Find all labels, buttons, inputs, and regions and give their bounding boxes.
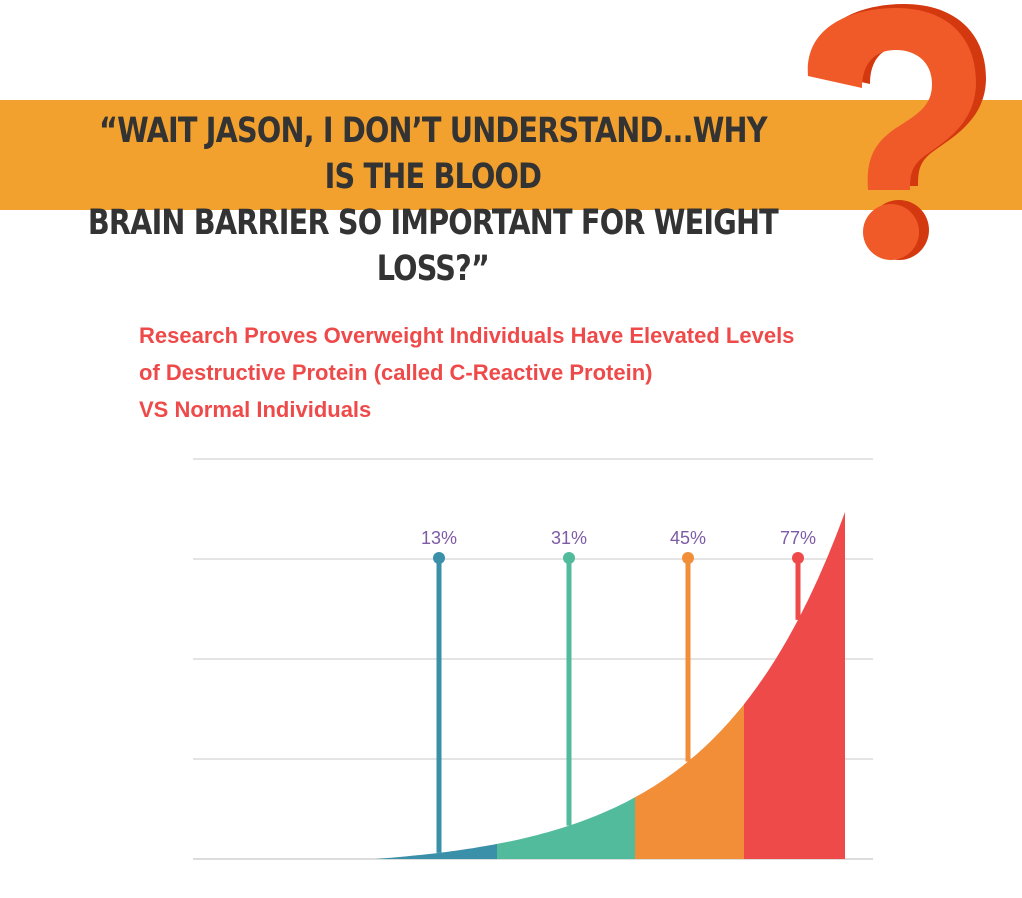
area-segments — [375, 512, 845, 859]
area-segment — [635, 704, 744, 859]
banner-line-1: “WAIT JASON, I DON’T UNDERSTAND...WHY IS… — [99, 111, 768, 197]
area-segment — [375, 843, 497, 859]
value-point — [682, 552, 694, 564]
area-segment — [744, 512, 845, 859]
value-label: 77% — [780, 528, 816, 548]
title-banner — [0, 100, 1022, 210]
chart-title-line-3: VS Normal Individuals — [139, 397, 372, 422]
chart-title: Research Proves Overweight Individuals H… — [139, 317, 939, 428]
value-label: 13% — [421, 528, 457, 548]
question-mark-icon — [807, 4, 986, 260]
value-label: 45% — [670, 528, 706, 548]
banner-line-2: BRAIN BARRIER SO IMPORTANT FOR WEIGHT LO… — [87, 203, 779, 289]
value-point — [563, 552, 575, 564]
value-label: 31% — [551, 528, 587, 548]
value-point — [792, 552, 804, 564]
value-labels: 13% 31% 45% 77% — [421, 528, 816, 548]
area-segment — [497, 797, 635, 859]
banner-heading: “WAIT JASON, I DON’T UNDERSTAND...WHY IS… — [80, 108, 785, 292]
chart-title-line-1: Research Proves Overweight Individuals H… — [139, 323, 795, 348]
value-stems — [433, 552, 804, 853]
value-point — [433, 552, 445, 564]
chart-title-line-2: of Destructive Protein (called C-Reactiv… — [139, 360, 653, 385]
